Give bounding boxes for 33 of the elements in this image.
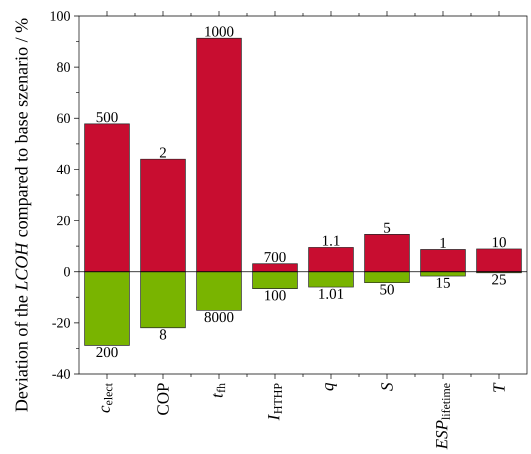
x-tick-label: T [493,382,505,392]
x-tick-label: t$_{fh}$ [212,383,226,398]
annotation: 200 [96,347,118,358]
annotation: 5 [384,222,390,233]
y-tick-label: 0 [64,266,70,276]
annotation: 700 [264,252,286,262]
x-tick-label: ESP$_{lifetime}$ [436,383,450,450]
annotation: 1.1 [322,236,340,246]
annotation: 500 [96,112,118,122]
y-tick-label: 40 [56,164,70,174]
x-tick-label: q [325,382,337,390]
y-tick-label: -20 [52,318,70,328]
annotation: 1 [440,238,446,248]
annotation: 10 [492,237,506,248]
annotation: 2 [160,148,166,158]
y-tick-label: 60 [57,114,70,124]
y-tick-label: 20 [57,216,70,226]
annotation: 100 [265,290,286,300]
x-tick-label: S [381,382,393,391]
y-tick-label: 80 [57,62,70,72]
annotation: 50 [380,284,394,295]
y-axis-title: Deviation of the LCOH compared to base szenario / % [14,18,32,412]
annotation: 15 [436,278,450,288]
y-tick-label: -40 [52,369,70,379]
annotation: 8000 [204,312,234,322]
annotation: 8 [160,329,166,340]
y-tick-label: 100 [50,11,70,21]
annotation: 1.01 [319,288,344,299]
x-tick-label: I$_{HTHP}$ [268,384,282,420]
annotation: 1000 [205,26,234,37]
annotation: 25 [492,274,506,285]
x-tick-label: COP [157,383,169,415]
x-tick-label: c$_{elect}$ [102,383,112,413]
